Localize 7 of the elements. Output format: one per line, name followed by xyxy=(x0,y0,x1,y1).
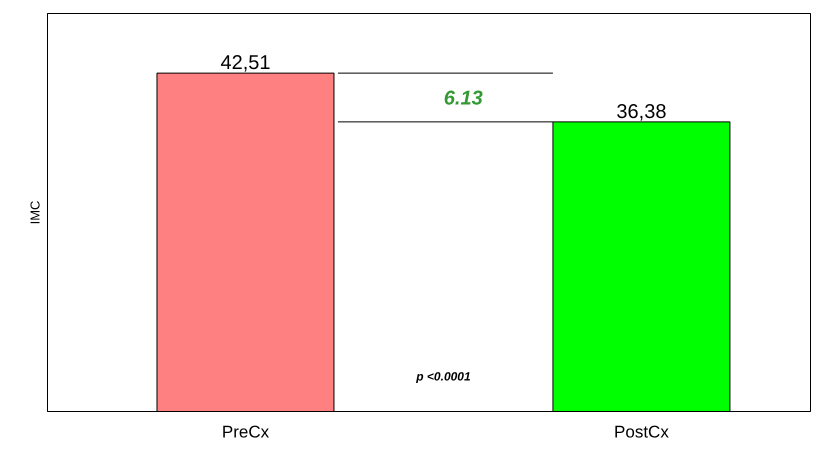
y-axis-title: IMC xyxy=(28,200,42,224)
data-label: 42,51 xyxy=(220,52,271,74)
annotation: p <0.0001 xyxy=(415,369,471,384)
x-tick-label: PostCx xyxy=(614,422,670,442)
x-tick-label: PreCx xyxy=(222,422,270,442)
data-label: 36,38 xyxy=(616,100,666,123)
annotation: 6.13 xyxy=(444,88,483,110)
